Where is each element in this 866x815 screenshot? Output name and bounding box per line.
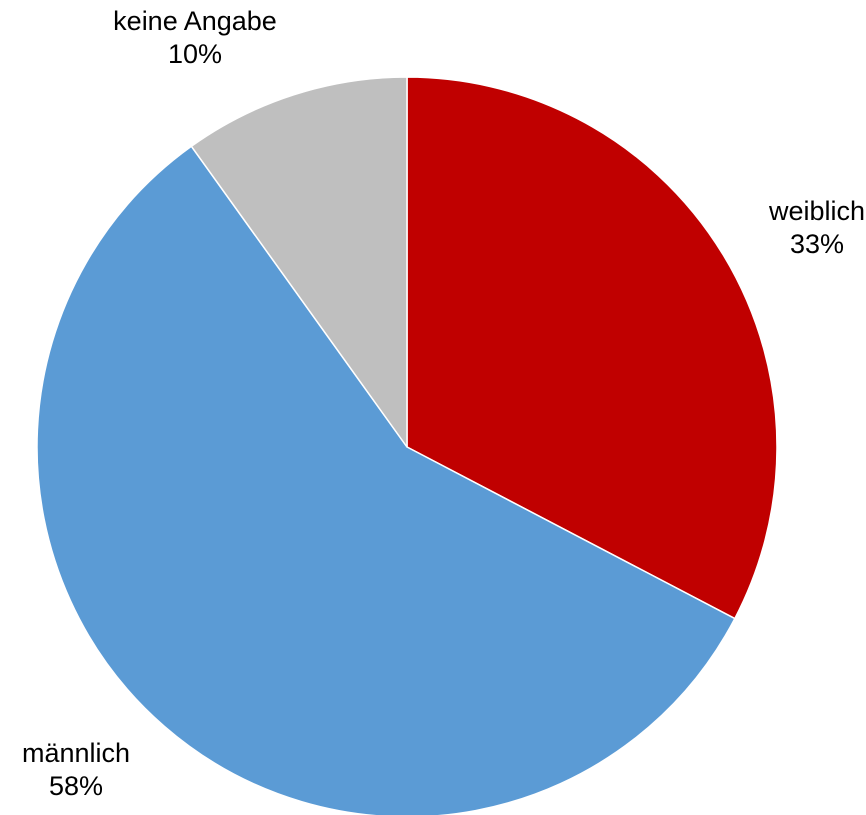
slice-label-3: keine Angabe [113,6,277,36]
pie-slice-2 [36,145,736,815]
pie-slices [36,76,778,815]
slice-value-label-3: 10% [168,39,222,69]
slice-label-1: weiblich [768,196,865,226]
pie-slice-1 [406,76,778,620]
slice-value-label-1: 33% [790,229,844,259]
slice-label-2: männlich [22,738,130,768]
pie-slice-3 [190,76,408,448]
slice-value-label-2: 58% [49,771,103,801]
